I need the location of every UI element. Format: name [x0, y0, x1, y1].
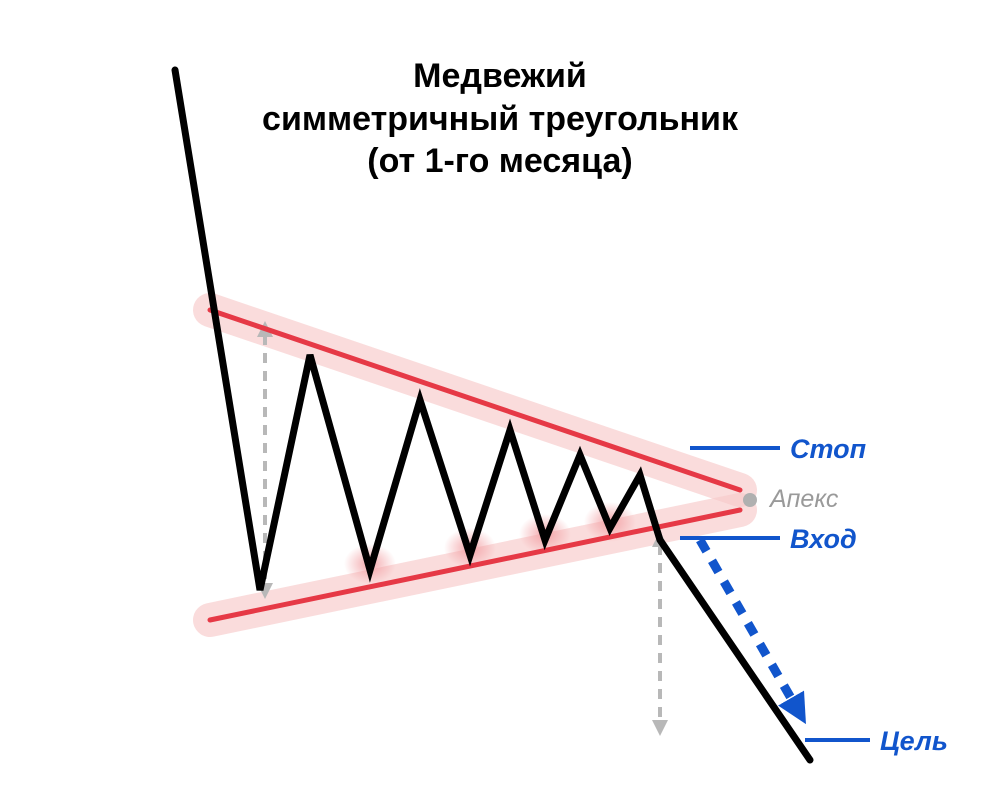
- apex-dot: [743, 493, 757, 507]
- pattern-diagram: [0, 0, 1000, 800]
- target-label: Цель: [880, 726, 948, 757]
- stop-label: Стоп: [790, 434, 866, 465]
- apex-label: Апекс: [770, 485, 838, 514]
- entry-label: Вход: [790, 524, 857, 555]
